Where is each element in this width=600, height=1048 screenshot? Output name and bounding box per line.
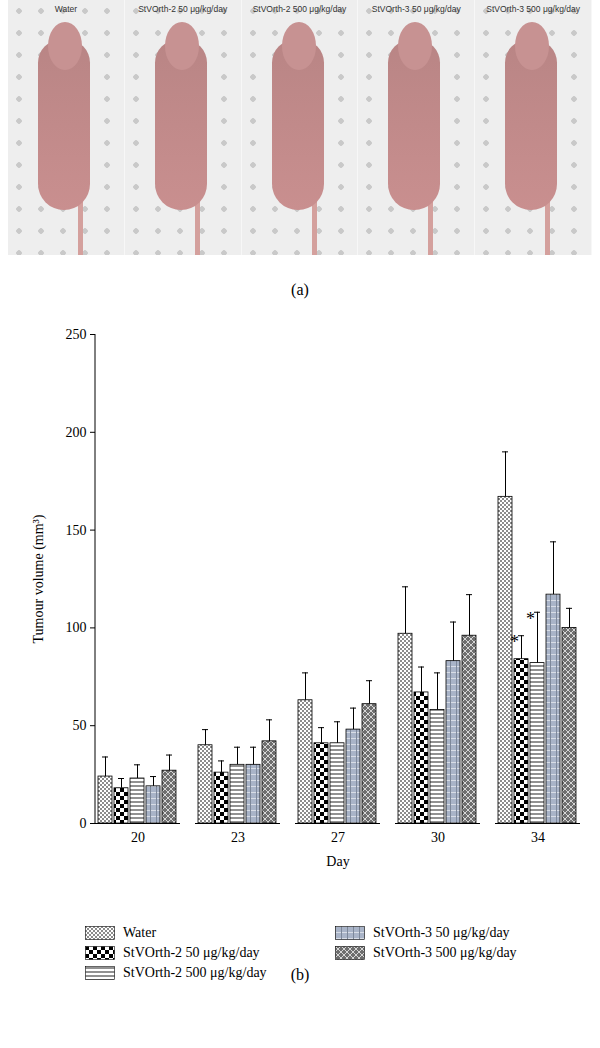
svg-text:200: 200: [66, 425, 87, 440]
svg-text:27: 27: [331, 830, 345, 845]
svg-text:150: 150: [66, 523, 87, 538]
svg-text:30: 30: [431, 830, 445, 845]
svg-text:20: 20: [131, 830, 145, 845]
svg-text:23: 23: [231, 830, 245, 845]
svg-text:100: 100: [66, 620, 87, 635]
html-text:StVOrth-2 50 μg/kg/day: StVOrth-2 50 μg/kg/day: [138, 4, 228, 14]
html-text:(a): (a): [291, 281, 309, 298]
svg-text:*: *: [526, 609, 535, 629]
html-text:StVOrth-3 50 μg/kg/day: StVOrth-3 50 μg/kg/day: [373, 925, 510, 940]
html-text:(b): (b): [290, 966, 310, 983]
html-text:StVOrth-2 500 μg/kg/day: StVOrth-2 500 μg/kg/day: [123, 965, 267, 980]
svg-text:250: 250: [66, 327, 87, 342]
html-text:StVOrth-2 500 μg/kg/day: StVOrth-2 500 μg/kg/day: [252, 4, 347, 14]
svg-text:50: 50: [73, 718, 87, 733]
html-text:StVOrth-3 500 μg/kg/day: StVOrth-3 500 μg/kg/day: [373, 945, 517, 960]
html-text:StVOrth-3 50 μg/kg/day: StVOrth-3 50 μg/kg/day: [371, 4, 461, 14]
html-text:StVOrth-3 500 μg/kg/day: StVOrth-3 500 μg/kg/day: [486, 4, 580, 14]
svg-text:Day: Day: [326, 854, 349, 869]
html-text:Water: Water: [123, 925, 157, 940]
svg-text:0: 0: [80, 816, 87, 831]
html-text:Water: Water: [54, 4, 78, 14]
html-text:StVOrth-2 50 μg/kg/day: StVOrth-2 50 μg/kg/day: [123, 945, 260, 960]
svg-text:*: *: [510, 632, 519, 652]
svg-text:34: 34: [531, 830, 545, 845]
svg-text:Tumour volume (mm³): Tumour volume (mm³): [31, 514, 47, 643]
